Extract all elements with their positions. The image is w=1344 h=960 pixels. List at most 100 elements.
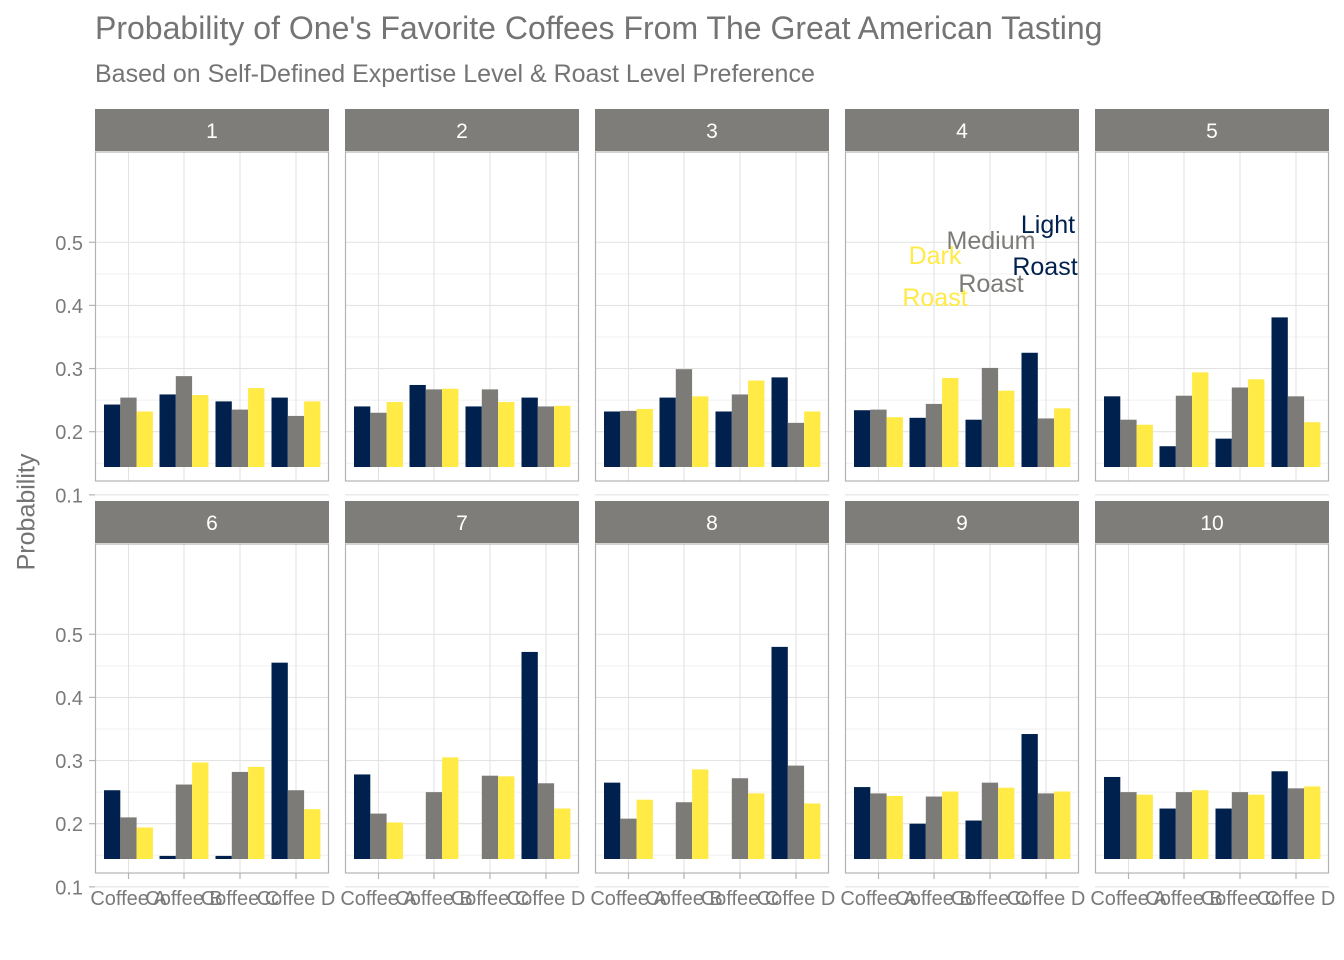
bar [731, 394, 749, 467]
bar [386, 822, 403, 859]
facet-strip-label: 1 [206, 120, 218, 143]
y-tick-label: 0.5 [55, 233, 83, 255]
panel-border [594, 543, 830, 874]
bar [1231, 387, 1249, 467]
facet-strip [95, 501, 329, 543]
x-tick-label: Coffee C [701, 888, 780, 910]
bar [1192, 372, 1209, 467]
bar [1037, 418, 1055, 467]
bar [354, 774, 371, 859]
bar [787, 422, 805, 467]
direct-series-label: Roast [958, 270, 1023, 298]
bar [965, 419, 982, 467]
bar [425, 389, 443, 467]
x-tick-label: Coffee B [145, 888, 222, 910]
bar [731, 778, 749, 859]
bar [981, 367, 999, 467]
bar [925, 403, 943, 467]
bar [804, 803, 821, 859]
facet-strip [1095, 501, 1329, 543]
bar [537, 406, 555, 467]
x-tick-label: Coffee B [395, 888, 472, 910]
facet-strip-label: 10 [1200, 512, 1223, 535]
bar [1037, 793, 1055, 859]
x-tick-label: Coffee A [840, 888, 917, 910]
bar [1248, 379, 1265, 467]
x-tick-label: Coffee A [1090, 888, 1167, 910]
bar [192, 762, 209, 859]
bar [998, 787, 1015, 859]
bar [748, 793, 765, 859]
facet-strip-label: 6 [206, 512, 218, 535]
bar [870, 793, 887, 859]
bar [1136, 424, 1153, 467]
bar [409, 384, 426, 467]
bar [120, 817, 137, 859]
bar [659, 397, 676, 467]
bar [771, 646, 788, 859]
bar [620, 410, 637, 467]
bar [1271, 771, 1288, 859]
bar [1021, 734, 1038, 859]
bar [886, 795, 903, 859]
bar [870, 409, 887, 467]
bar [159, 394, 176, 467]
bar [481, 775, 499, 859]
bar [909, 823, 926, 859]
y-tick-label: 0.1 [55, 485, 83, 507]
direct-series-label: Roast [902, 284, 967, 312]
bar [604, 782, 621, 859]
bar [136, 411, 153, 467]
bar [120, 397, 137, 467]
bar [271, 397, 288, 467]
bar [1159, 446, 1176, 467]
bar [1054, 408, 1071, 467]
bar [175, 784, 193, 859]
bar [1215, 808, 1232, 859]
bar [1104, 396, 1121, 467]
bar [998, 390, 1015, 467]
facet-strip [595, 109, 829, 151]
x-tick-label: Coffee D [507, 888, 586, 910]
y-tick-label: 0.2 [55, 422, 83, 444]
bar [354, 406, 371, 467]
panel-border [844, 543, 1080, 874]
direct-series-label: Light [1021, 211, 1075, 239]
bar [1120, 792, 1137, 859]
chart-title: Probability of One's Favorite Coffees Fr… [95, 10, 1103, 46]
bar [1192, 790, 1209, 859]
bar [215, 855, 232, 859]
bar [787, 765, 805, 859]
bar [1215, 438, 1232, 467]
bar [442, 757, 459, 859]
bar [981, 782, 999, 859]
y-tick-label: 0.1 [55, 877, 83, 899]
panel-border [1094, 543, 1330, 874]
bar [386, 402, 403, 467]
bar [287, 415, 305, 467]
bar [192, 395, 209, 467]
bar [1287, 788, 1305, 859]
bar [1021, 352, 1038, 467]
x-tick-label: Coffee A [340, 888, 417, 910]
bar [1287, 396, 1305, 467]
bar [675, 369, 693, 467]
facet-strip [1095, 109, 1329, 151]
bar [159, 855, 176, 859]
bar [771, 377, 788, 467]
bar [1248, 794, 1265, 859]
y-tick-label: 0.5 [55, 625, 83, 647]
facet-strip [345, 109, 579, 151]
panel-border [594, 151, 830, 482]
bar [304, 401, 321, 467]
facet-strip-label: 9 [956, 512, 968, 535]
bar [715, 411, 732, 467]
x-tick-label: Coffee B [645, 888, 722, 910]
bar [370, 813, 387, 859]
bar [909, 417, 926, 467]
bar [1054, 791, 1071, 859]
bar [1136, 794, 1153, 859]
y-tick-label: 0.4 [55, 296, 83, 318]
